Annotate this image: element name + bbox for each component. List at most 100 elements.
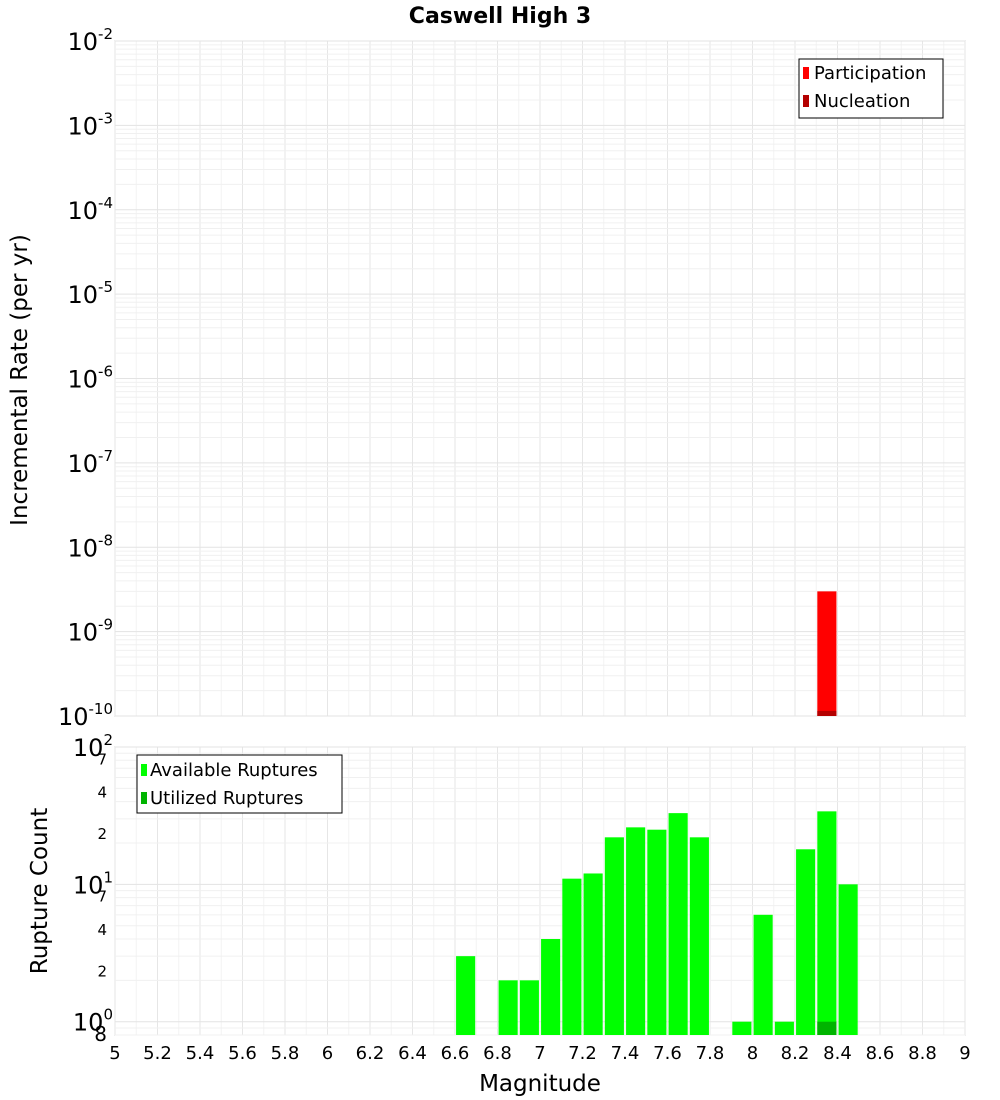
chart-title: Caswell High 3 (409, 4, 591, 29)
top-y-tick-label-base: 10 (67, 450, 98, 478)
top-legend-box (798, 58, 944, 119)
top-y-tick-label-base: 10 (67, 619, 98, 647)
top-y-tick-label: 10-5 (67, 278, 113, 309)
bar-available-ruptures-7.55 (647, 829, 667, 1035)
bottom-y-minor-tick-label: 7 (97, 750, 107, 768)
x-tick-label: 7.4 (611, 1043, 640, 1064)
top-y-tick-label-exponent: -6 (98, 363, 113, 381)
bottom-y-minor-tick-label: 2 (97, 962, 107, 980)
bar-available-ruptures-8.25 (796, 849, 816, 1035)
x-tick-label: 9 (959, 1043, 970, 1064)
x-tick-label: 8.2 (781, 1043, 810, 1064)
x-tick-labels: 5 5.2 5.4 5.6 5.8 6 6.2 6.4 6.6 6.8 7 7.2 7.4 7.6 7.8 8… (109, 1043, 970, 1064)
bottom-y-tick-label-exponent: 2 (103, 731, 113, 749)
x-tick-label: 5 (109, 1043, 120, 1064)
x-tick-label: 5.8 (271, 1043, 300, 1064)
legend-swatch-nucleation (803, 95, 809, 107)
bar-available-ruptures-7.45 (626, 827, 646, 1035)
bar-available-ruptures-7.95 (732, 1021, 752, 1035)
bottom-y-tick-label-exponent: 1 (103, 868, 113, 886)
x-tick-label: 5.6 (228, 1043, 257, 1064)
legend-label-available: Available Ruptures (150, 760, 318, 781)
bar-available-ruptures-6.65 (456, 956, 476, 1035)
bottom-legend-box (136, 754, 343, 814)
bottom-y-minor-tick-label: 4 (97, 784, 107, 802)
top-y-tick-label-base: 10 (67, 534, 98, 562)
bar-available-ruptures-7.35 (604, 837, 624, 1035)
bar-available-ruptures-7.65 (668, 813, 688, 1035)
bottom-bars (456, 811, 858, 1035)
top-y-tick-label-exponent: -10 (89, 700, 114, 718)
bottom-y-minor-tick-label: 4 (97, 921, 107, 939)
bar-available-ruptures-7.25 (583, 873, 603, 1035)
bar-participation-8.35 (817, 591, 837, 716)
top-y-tick-label-exponent: -2 (98, 25, 113, 43)
top-y-tick-label-exponent: -8 (98, 531, 113, 549)
bottom-y-tick-label-base: 10 (73, 734, 104, 762)
top-y-tick-label-base: 10 (67, 112, 98, 140)
bar-available-ruptures-8.15 (774, 1021, 794, 1035)
bottom-legend: Available Ruptures Utilized Ruptures (136, 754, 343, 814)
top-y-tick-label: 10-7 (67, 447, 113, 478)
top-y-tick-label: 10-4 (67, 194, 113, 225)
top-y-tick-label-exponent: -3 (98, 109, 113, 127)
top-y-tick-label-base: 10 (67, 281, 98, 309)
bar-available-ruptures-8.45 (838, 884, 858, 1035)
top-y-tick-label: 10-9 (67, 616, 113, 647)
x-axis-label: Magnitude (479, 1071, 601, 1097)
x-tick-label: 7.8 (696, 1043, 725, 1064)
top-y-tick-label-base: 10 (58, 703, 89, 731)
top-y-tick-label-exponent: -5 (98, 278, 113, 296)
legend-label-nucleation: Nucleation (814, 91, 910, 112)
bottom-y-tick-label: 101 (73, 868, 113, 899)
top-y-tick-label: 10-3 (67, 109, 113, 140)
bottom-y-minor-tick-label: 7 (97, 888, 107, 906)
top-gridlines (114, 40, 966, 717)
top-y-tick-label-base: 10 (67, 197, 98, 225)
bottom-y-tick-label-base: 10 (73, 871, 104, 899)
top-y-tick-label: 10-6 (67, 363, 113, 394)
legend-label-participation: Participation (814, 63, 926, 84)
legend-swatch-utilized (141, 792, 147, 804)
legend-swatch-available (141, 764, 147, 776)
top-y-tick-label-exponent: -7 (98, 447, 113, 465)
bar-available-ruptures-6.85 (498, 980, 518, 1035)
top-legend: Participation Nucleation (798, 58, 944, 119)
bottom-y-tick-label: 102 (73, 731, 113, 762)
x-tick-label: 5.4 (186, 1043, 215, 1064)
bar-available-ruptures-8.35 (817, 811, 837, 1035)
x-tick-label: 6.4 (398, 1043, 427, 1064)
top-y-tick-label: 10-10 (58, 700, 113, 731)
x-tick-label: 7 (534, 1043, 545, 1064)
bar-available-ruptures-7.15 (562, 878, 582, 1035)
x-tick-label: 8.6 (866, 1043, 895, 1064)
bottom-y-minor-tick-label: 2 (97, 825, 107, 843)
legend-label-utilized: Utilized Ruptures (150, 788, 303, 809)
x-tick-label: 6.2 (356, 1043, 385, 1064)
x-tick-label: 8.8 (908, 1043, 937, 1064)
x-tick-label: 8.4 (823, 1043, 852, 1064)
legend-swatch-participation (803, 67, 809, 79)
x-tick-label: 6.8 (483, 1043, 512, 1064)
x-tick-label: 8 (747, 1043, 758, 1064)
bar-utilized-ruptures-8.35 (817, 1021, 837, 1035)
bar-nucleation-8.35 (817, 710, 837, 716)
top-bars (817, 591, 837, 716)
top-y-tick-label-exponent: -9 (98, 616, 113, 634)
bar-available-ruptures-6.95 (519, 980, 539, 1035)
bar-available-ruptures-7.75 (689, 837, 709, 1035)
x-tick-label: 6.6 (441, 1043, 470, 1064)
top-y-axis-label: Incremental Rate (per yr) (7, 234, 33, 526)
bottom-y-tick-label: 100 (73, 1006, 113, 1037)
x-tick-label: 6 (322, 1043, 333, 1064)
top-y-tick-label: 10-8 (67, 531, 113, 562)
bar-available-ruptures-7.05 (541, 939, 561, 1035)
top-y-tick-label-base: 10 (67, 366, 98, 394)
bottom-y-axis-label: Rupture Count (27, 808, 53, 974)
bottom-y-minor-tick-label: 8 (94, 1022, 107, 1046)
